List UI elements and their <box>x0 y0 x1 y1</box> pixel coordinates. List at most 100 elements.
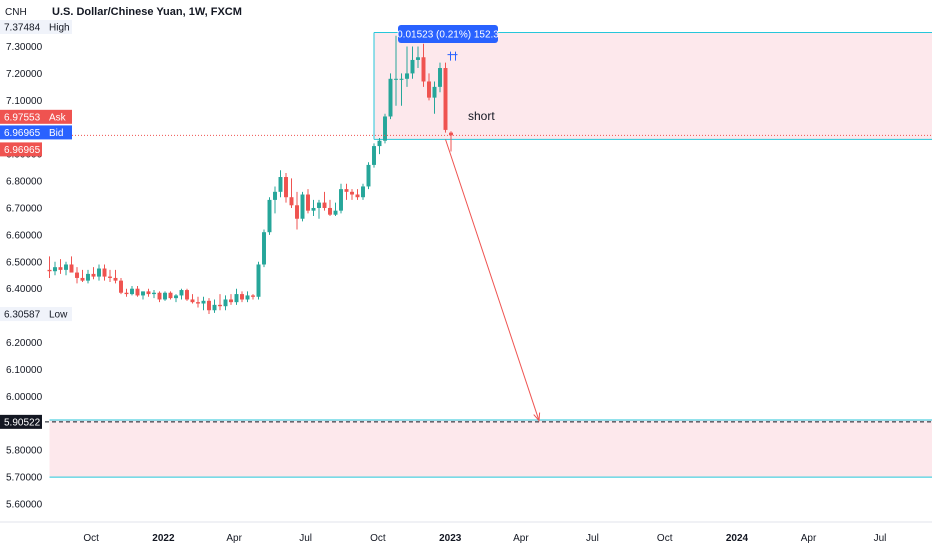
candle[interactable] <box>124 288 129 297</box>
candle[interactable] <box>218 294 222 311</box>
candle[interactable] <box>97 264 101 281</box>
candle-body <box>130 288 134 295</box>
candle[interactable] <box>152 290 156 299</box>
candle[interactable] <box>295 191 299 230</box>
candle[interactable] <box>201 296 206 311</box>
candle-body <box>47 269 52 272</box>
marker-icon <box>447 51 458 61</box>
candle[interactable] <box>399 73 404 106</box>
price-tag-bid[interactable]: 6.96965 Bid <box>0 125 72 140</box>
candle-body <box>449 132 453 136</box>
candle[interactable] <box>185 288 189 301</box>
candle[interactable] <box>223 295 228 311</box>
candle[interactable] <box>377 138 382 155</box>
zone-fill-0[interactable] <box>374 32 932 140</box>
candle[interactable] <box>394 35 398 106</box>
candle[interactable] <box>383 113 387 144</box>
candle[interactable] <box>278 170 283 198</box>
candle[interactable] <box>344 183 349 200</box>
candle[interactable] <box>168 291 173 300</box>
candle[interactable] <box>196 296 200 308</box>
candle[interactable] <box>328 199 332 217</box>
candle[interactable] <box>108 269 112 282</box>
price-tag-target[interactable]: 5.90522 <box>0 414 42 429</box>
candle[interactable] <box>317 199 321 219</box>
candle[interactable] <box>388 73 393 120</box>
candle[interactable] <box>245 291 250 303</box>
price-tag-bid-bg <box>0 125 72 140</box>
time-axis[interactable]: Oct 2022 Apr Jul Oct 2023 Apr Jul Oct 2024 Apr Jul <box>0 521 932 544</box>
candle[interactable] <box>212 299 217 313</box>
candle[interactable] <box>284 172 288 203</box>
candle[interactable] <box>427 73 431 101</box>
candle[interactable] <box>80 269 85 282</box>
candle[interactable] <box>75 267 79 284</box>
candle[interactable] <box>432 81 437 114</box>
candle[interactable] <box>289 178 294 208</box>
candle[interactable] <box>58 259 63 274</box>
candle[interactable] <box>113 269 118 284</box>
candle[interactable] <box>300 191 305 222</box>
candle[interactable] <box>207 298 211 315</box>
candle-body <box>234 294 239 303</box>
price-tag-ask[interactable]: 6.97553 Ask <box>0 109 72 124</box>
candle[interactable] <box>135 286 140 297</box>
candle[interactable] <box>355 189 360 200</box>
candle-body <box>328 207 332 215</box>
candle[interactable] <box>256 261 261 300</box>
candle[interactable] <box>53 261 57 276</box>
price-tag-high[interactable]: 7.37484 High <box>0 20 72 34</box>
candle[interactable] <box>421 43 426 87</box>
candle-body <box>113 277 118 281</box>
candle[interactable] <box>229 294 233 305</box>
candle[interactable] <box>174 294 178 303</box>
price-tag-last[interactable]: 6.96965 <box>0 142 42 157</box>
candle[interactable] <box>234 288 239 305</box>
candle[interactable] <box>262 229 266 268</box>
candle[interactable] <box>119 277 123 295</box>
candle[interactable] <box>190 294 195 304</box>
candle[interactable] <box>322 191 327 211</box>
zone-fill-1[interactable] <box>49 420 932 478</box>
candle[interactable] <box>339 183 343 214</box>
candle[interactable] <box>366 162 371 190</box>
candle[interactable] <box>273 186 277 214</box>
y-tick-label: 7.10000 <box>6 96 43 107</box>
candle[interactable] <box>361 183 365 200</box>
candle[interactable] <box>86 269 90 284</box>
candle[interactable] <box>102 264 107 281</box>
measure-tooltip[interactable] <box>398 25 498 43</box>
price-tag-low[interactable]: 6.30587 Low <box>0 307 72 322</box>
candle[interactable] <box>267 197 272 235</box>
candle[interactable] <box>306 189 310 214</box>
candle[interactable] <box>64 261 68 276</box>
candle[interactable] <box>69 256 74 273</box>
candle[interactable] <box>410 46 415 79</box>
short-arrow-line[interactable] <box>445 139 540 421</box>
candle[interactable] <box>47 256 52 278</box>
candle[interactable] <box>179 288 184 300</box>
candle[interactable] <box>372 143 376 168</box>
short-label[interactable]: short <box>468 109 495 123</box>
candle[interactable] <box>333 202 338 217</box>
candle-body <box>366 164 371 187</box>
candle[interactable] <box>438 62 442 93</box>
candle-body <box>91 273 96 277</box>
candle[interactable] <box>163 291 167 301</box>
candle[interactable] <box>240 291 244 303</box>
candle[interactable] <box>141 291 145 300</box>
candle[interactable] <box>91 267 96 280</box>
candle[interactable] <box>311 199 316 217</box>
candle[interactable] <box>130 286 134 296</box>
candle[interactable] <box>416 46 420 69</box>
candle[interactable] <box>443 62 448 133</box>
candle-body <box>421 57 426 82</box>
candle[interactable] <box>405 46 409 87</box>
candle[interactable] <box>251 294 255 300</box>
candle[interactable] <box>449 131 453 152</box>
price-tag-ask-value: 6.97553 <box>4 112 41 123</box>
candle[interactable] <box>157 291 162 303</box>
candle[interactable] <box>350 189 354 200</box>
candle[interactable] <box>146 288 151 297</box>
